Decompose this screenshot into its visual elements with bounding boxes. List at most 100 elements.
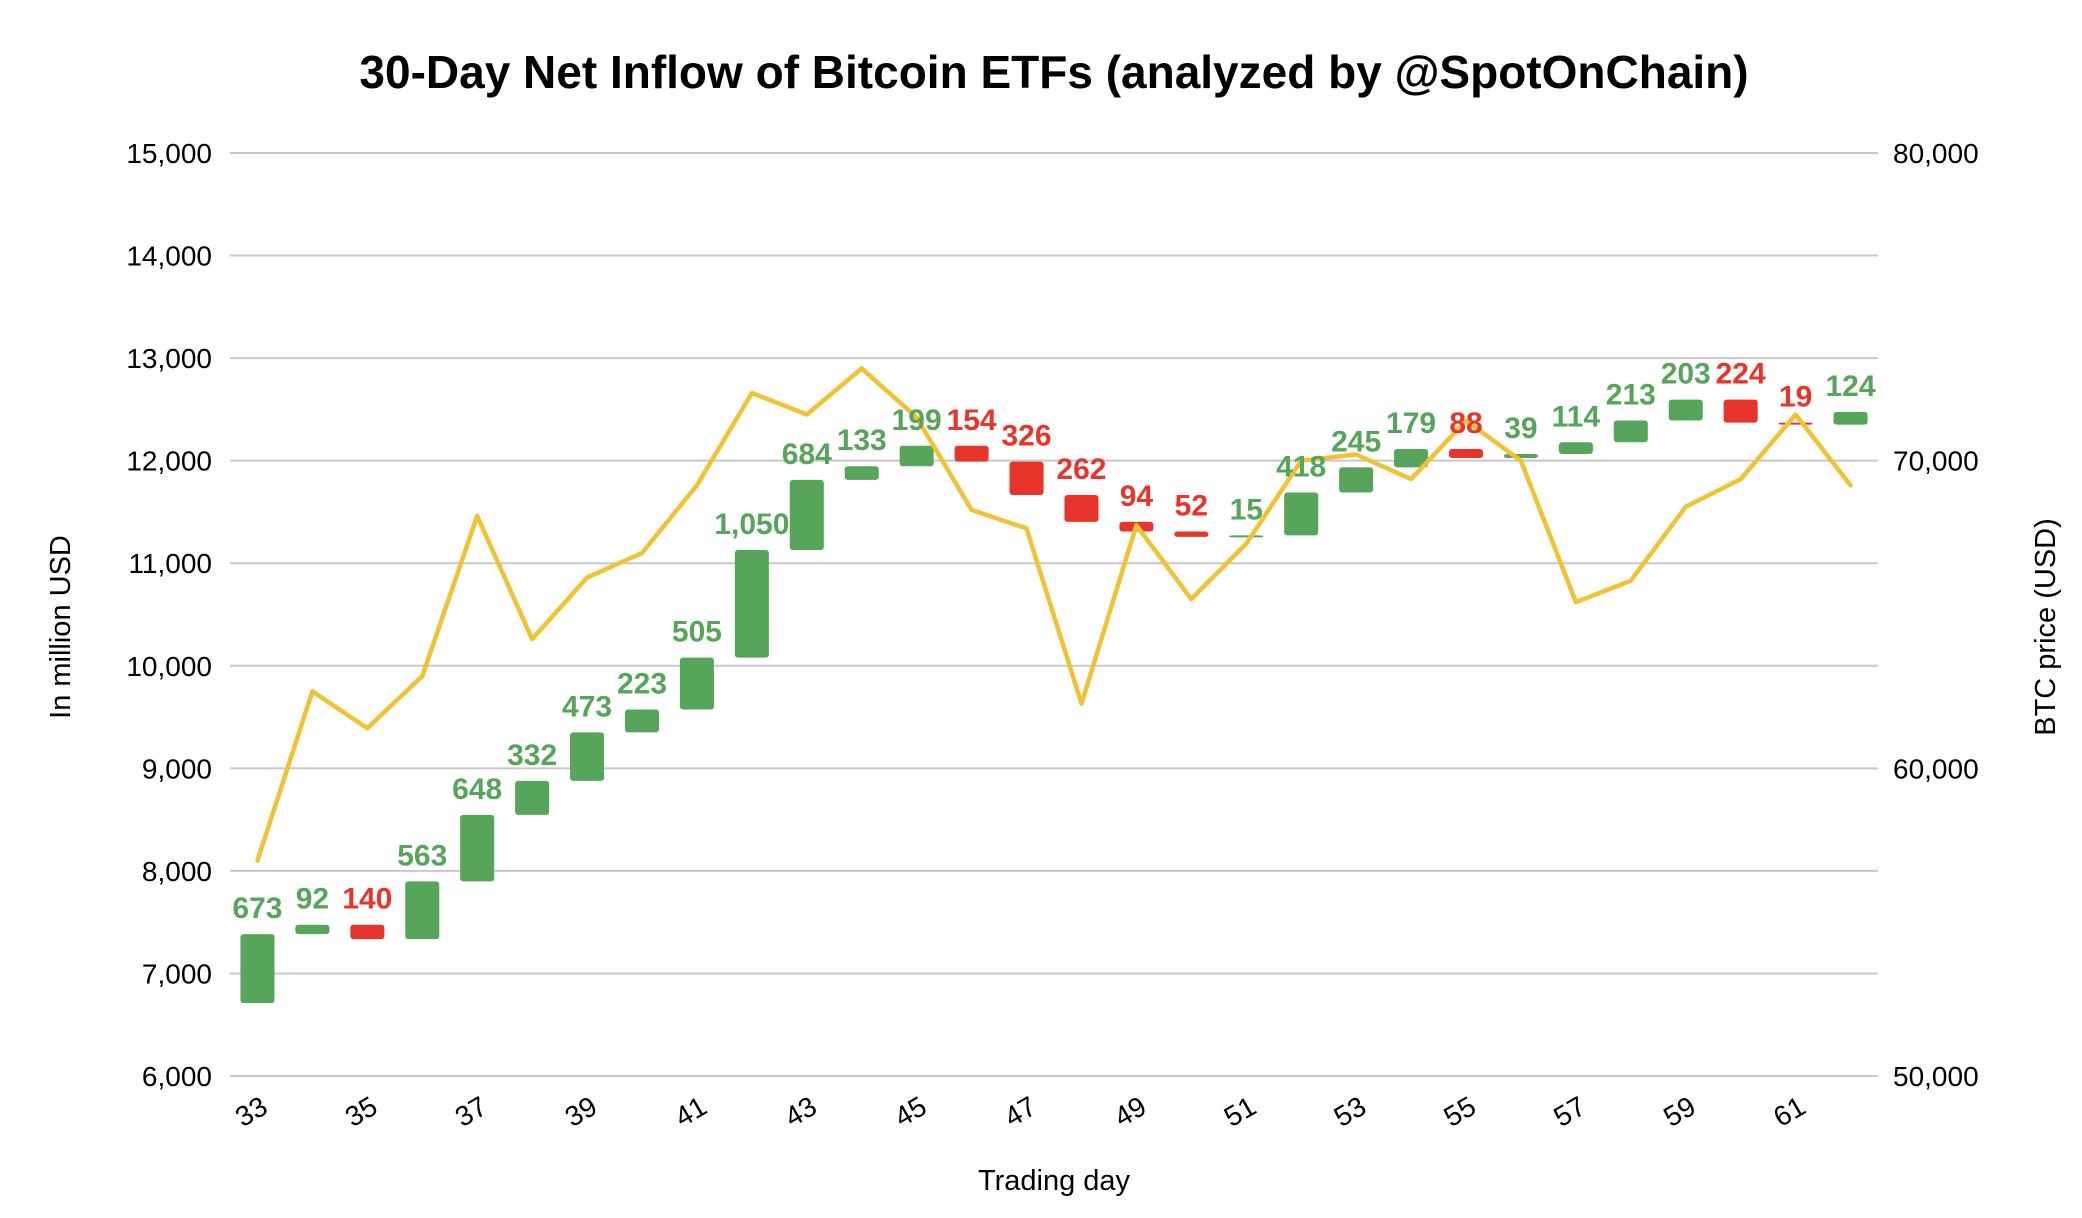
- flow-bar: [1394, 448, 1429, 468]
- flow-bar: [515, 780, 550, 815]
- bar-value-label: 92: [296, 883, 329, 916]
- x-tick-label: 35: [340, 1090, 382, 1132]
- y-tick-label: 11,000: [128, 548, 212, 579]
- x-tick-label: 47: [999, 1090, 1041, 1132]
- x-tick-label: 43: [779, 1090, 821, 1132]
- flow-bar: [844, 466, 879, 480]
- x-axis-ticks: 33 35 37 39 41 43 45 47 49 51 53 55 57 59 61: [230, 1090, 1811, 1132]
- chart-title: 30-Day Net Inflow of Bitcoin ETFs (analy…: [359, 46, 1748, 98]
- x-tick-label: 37: [450, 1090, 492, 1132]
- flow-bar: [1448, 448, 1484, 459]
- x-tick-label: 55: [1439, 1090, 1481, 1132]
- flow-bar: [1723, 399, 1758, 423]
- btc-price-line: [255, 366, 1853, 863]
- flow-bar: [570, 732, 605, 781]
- y2-tick-label: 60,000: [1893, 753, 1979, 784]
- y2-tick-label: 70,000: [1893, 446, 1979, 477]
- flow-bar: [789, 479, 824, 550]
- bar-value-label: 505: [672, 616, 722, 649]
- y-tick-label: 10,000: [126, 651, 212, 682]
- bar-value-label: 326: [1002, 420, 1052, 453]
- bar-value-label: 52: [1175, 490, 1208, 523]
- y-tick-label: 8,000: [142, 856, 212, 887]
- flow-bar: [899, 445, 934, 467]
- x-tick-label: 57: [1548, 1090, 1590, 1132]
- left-axis-ticks: 6,000 7,000 8,000 9,000 10,000 11,000 12,000 13…: [126, 138, 212, 1092]
- flow-bar: [1339, 467, 1374, 493]
- y-tick-label: 15,000: [126, 138, 212, 169]
- bar-value-label: 179: [1386, 407, 1436, 440]
- bar-value-label: 563: [397, 839, 447, 872]
- flow-bar: [460, 814, 495, 882]
- flow-bar: [1613, 420, 1648, 443]
- x-tick-label: 39: [560, 1090, 602, 1132]
- x-tick-label: 61: [1768, 1090, 1810, 1132]
- bar-value-label: 673: [232, 892, 282, 925]
- bar-value-label: 114: [1552, 400, 1601, 433]
- right-axis-ticks: 50,000 60,000 70,000 80,000: [1893, 138, 1979, 1092]
- y-tick-label: 14,000: [126, 241, 212, 272]
- bar-value-label: 648: [452, 773, 502, 806]
- bar-value-label: 213: [1606, 378, 1656, 411]
- flow-bar: [1229, 535, 1264, 538]
- bar-value-label: 224: [1716, 358, 1766, 391]
- bar-value-label: 154: [947, 404, 997, 437]
- x-tick-label: 33: [230, 1090, 272, 1132]
- flow-bar: [1284, 492, 1319, 536]
- flow-bar: [1174, 531, 1209, 537]
- y-tick-label: 13,000: [126, 343, 212, 374]
- x-tick-label: 59: [1658, 1090, 1700, 1132]
- bar-value-label: 19: [1779, 381, 1812, 414]
- y2-axis-title: BTC price (USD): [2030, 518, 2062, 736]
- y2-tick-label: 50,000: [1893, 1061, 1979, 1092]
- btc-price-line-group: [255, 366, 1853, 863]
- flow-bar: [1668, 399, 1703, 421]
- flow-bars: [240, 399, 1868, 1004]
- y-axis-title: In million USD: [45, 535, 77, 719]
- y-tick-label: 9,000: [142, 753, 212, 784]
- bar-value-label: 88: [1449, 407, 1482, 440]
- flow-bar: [295, 924, 330, 935]
- flow-bar: [1009, 461, 1044, 496]
- bar-value-label: 203: [1661, 358, 1711, 391]
- flow-bar: [350, 924, 385, 940]
- x-tick-label: 51: [1219, 1090, 1261, 1132]
- bar-value-label: 94: [1120, 480, 1154, 513]
- y-tick-label: 12,000: [126, 446, 212, 477]
- x-tick-label: 45: [889, 1090, 931, 1132]
- bar-value-label: 15: [1230, 493, 1263, 526]
- x-tick-label: 49: [1109, 1090, 1151, 1132]
- bar-value-label: 124: [1826, 370, 1876, 403]
- flow-bar: [1778, 422, 1813, 425]
- flow-bar: [240, 934, 275, 1004]
- bar-value-label: 473: [562, 690, 612, 723]
- x-tick-label: 41: [669, 1090, 711, 1132]
- flow-bar: [1064, 495, 1099, 522]
- flow-bar: [405, 881, 440, 940]
- bar-value-label: 199: [892, 404, 942, 437]
- bar-value-label: 684: [782, 438, 832, 471]
- bar-value-label: 245: [1331, 425, 1381, 458]
- bar-value-label: 262: [1056, 453, 1106, 486]
- flow-bar: [1833, 411, 1868, 425]
- bar-value-label: 223: [617, 667, 667, 700]
- bar-value-label: 418: [1276, 450, 1326, 483]
- bar-value-label: 1,050: [714, 508, 789, 541]
- x-axis-title: Trading day: [978, 1165, 1131, 1197]
- bar-value-label: 332: [507, 739, 557, 772]
- flow-bar: [954, 445, 989, 462]
- flow-bar: [624, 709, 660, 733]
- y2-tick-label: 80,000: [1893, 138, 1979, 169]
- flow-bar: [1558, 442, 1593, 455]
- bar-value-label: 140: [342, 883, 392, 916]
- bar-value-label: 39: [1504, 412, 1537, 445]
- gridlines: [230, 152, 1878, 1077]
- flow-bar: [679, 657, 714, 710]
- y-tick-label: 6,000: [142, 1061, 212, 1092]
- bar-value-label: 133: [837, 424, 887, 457]
- y-tick-label: 7,000: [142, 958, 212, 989]
- flow-bar: [734, 549, 769, 658]
